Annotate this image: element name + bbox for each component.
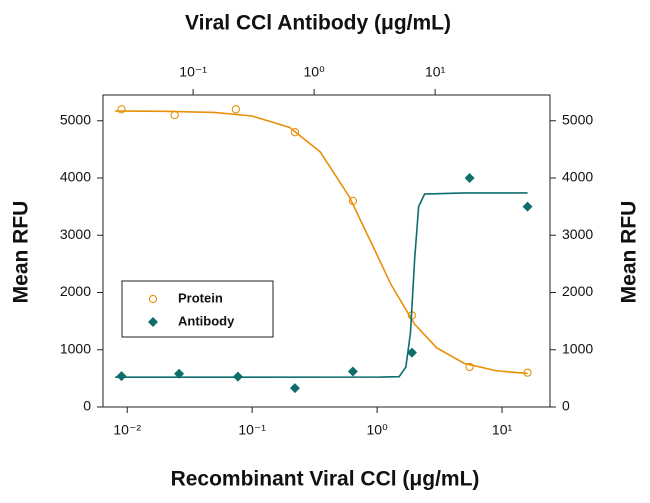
legend-box bbox=[121, 280, 274, 338]
x-tick-label: 10⁰ bbox=[367, 422, 389, 438]
y2-tick-label: 1000 bbox=[562, 340, 593, 356]
x-tick-label: 10⁻² bbox=[113, 422, 141, 438]
y2-axis-title: Mean RFU bbox=[618, 201, 641, 304]
y-tick-label: 1000 bbox=[60, 340, 91, 356]
data-point bbox=[406, 347, 417, 358]
data-point bbox=[290, 128, 300, 137]
y-tick-label: 3000 bbox=[60, 226, 91, 242]
x-tick-label: 10⁻¹ bbox=[238, 422, 266, 438]
x2-tick-label: 10¹ bbox=[425, 64, 446, 80]
y2-tick-label: 4000 bbox=[562, 169, 593, 185]
data-point bbox=[116, 371, 127, 382]
y-axis-title: Mean RFU bbox=[10, 201, 33, 304]
y-tick-label: 2000 bbox=[60, 283, 91, 299]
y-tick-label: 4000 bbox=[60, 169, 91, 185]
x2-axis-title: Viral CCl Antibody (μg/mL) bbox=[185, 12, 451, 35]
data-point bbox=[232, 371, 243, 382]
data-point bbox=[522, 201, 533, 212]
data-point bbox=[170, 110, 179, 120]
data-point bbox=[465, 362, 474, 372]
legend-label: Protein bbox=[178, 290, 223, 305]
y2-tick-label: 3000 bbox=[562, 226, 593, 242]
legend-marker bbox=[148, 317, 158, 327]
data-point bbox=[464, 173, 475, 184]
fit-curve bbox=[115, 110, 528, 375]
data-point bbox=[117, 105, 126, 114]
data-point bbox=[348, 196, 358, 206]
data-point bbox=[289, 383, 300, 394]
y2-tick-label: 5000 bbox=[562, 111, 593, 127]
y-tick-label: 5000 bbox=[60, 111, 91, 127]
x-tick-label: 10¹ bbox=[492, 422, 513, 438]
x2-tick-label: 10⁰ bbox=[304, 64, 326, 80]
y2-tick-label: 0 bbox=[562, 398, 570, 414]
plot-frame bbox=[102, 94, 551, 408]
fit-curve bbox=[115, 192, 528, 379]
data-point bbox=[523, 368, 532, 377]
x2-tick-label: 10⁻¹ bbox=[179, 64, 207, 80]
legend-marker bbox=[148, 294, 158, 304]
data-point bbox=[231, 105, 240, 114]
data-point bbox=[174, 368, 185, 379]
x-axis-title: Recombinant Viral CCl (μg/mL) bbox=[171, 468, 480, 491]
data-point bbox=[347, 366, 358, 377]
y2-tick-label: 2000 bbox=[562, 283, 593, 299]
legend-label: Antibody bbox=[178, 313, 235, 328]
y-tick-label: 0 bbox=[83, 398, 91, 414]
